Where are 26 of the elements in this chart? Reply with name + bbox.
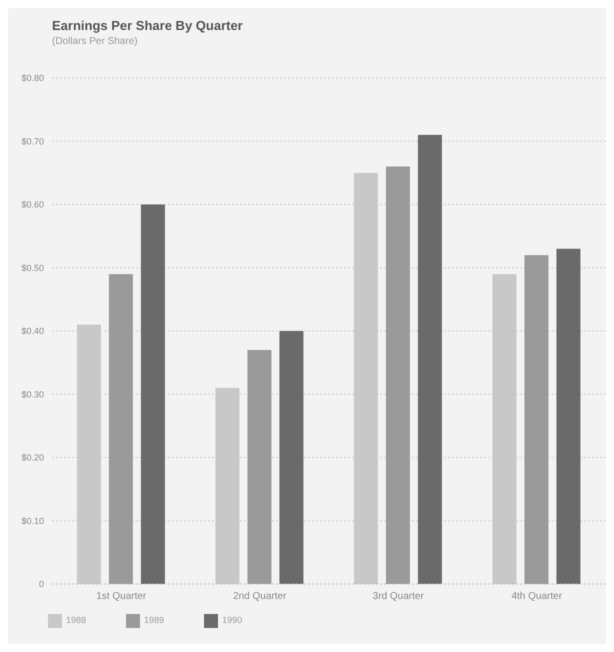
bar [140,204,165,584]
y-tick-label: $0.30 [21,389,44,400]
legend-label: 1990 [222,615,242,626]
x-tick-label: 2nd Quarter [233,591,288,602]
y-tick-label: $0.20 [21,452,44,463]
x-tick-label: 3rd Quarter [372,591,424,602]
bar [247,350,272,584]
x-tick-label: 4th Quarter [511,591,563,602]
y-tick-label: $0.10 [21,516,44,526]
bar [524,255,548,584]
bar [386,166,410,584]
bar [279,331,304,584]
y-tick-label: $0.60 [21,200,44,210]
y-tick-label: $0.80 [21,73,44,84]
y-tick-label: $0.40 [21,326,44,336]
bar [556,248,580,584]
y-tick-label: 0 [38,579,44,590]
bar [418,134,442,584]
x-tick-label: 1st Quarter [96,591,147,602]
chart-subtitle: (Dollars Per Share) [52,36,138,47]
legend-label: 1988 [66,615,86,626]
y-tick-label: $0.70 [21,136,44,146]
y-tick-label: $0.50 [21,262,44,273]
bar [108,274,133,584]
chart-title: Earnings Per Share By Quarter [52,18,243,33]
legend-label: 1989 [144,615,164,626]
